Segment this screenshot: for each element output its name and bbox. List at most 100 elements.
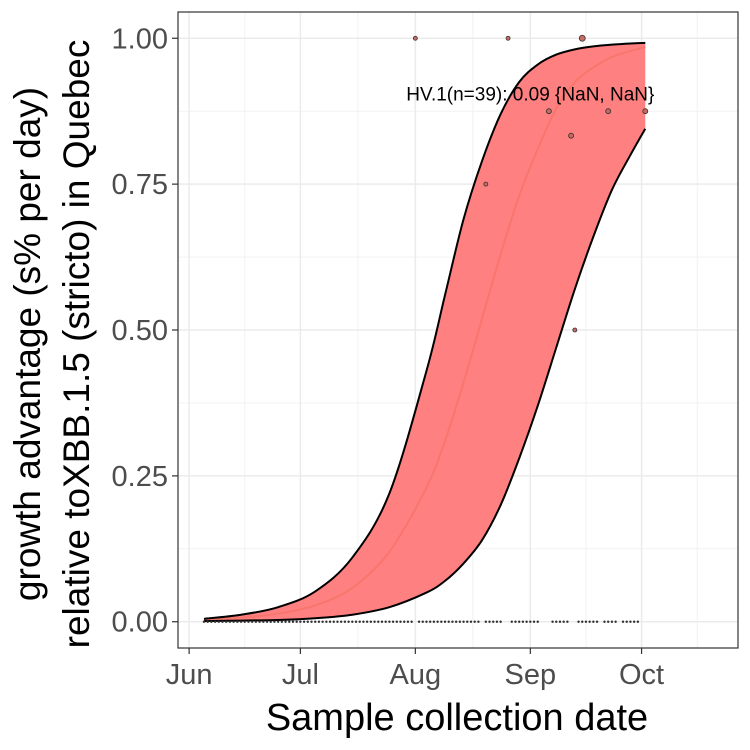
fit-annotation: HV.1(n=39): 0.09 {NaN, NaN} [406,85,654,106]
upper-bound-line [203,41,646,620]
zero-data-point [314,620,317,623]
zero-data-point [228,620,232,623]
zero-data-point [410,620,413,623]
zero-data-point [492,620,495,623]
y-tick-label: 0.00 [112,607,168,639]
zero-data-point [213,620,217,623]
zero-data-point [247,620,250,623]
x-tick-label: Oct [619,659,664,691]
zero-data-point [243,620,246,623]
y-axis-ticks: 0.00 0.25 0.50 0.75 1.00 [112,23,178,639]
y-axis-title-line-2: relative toXBB.1.5 (stricto) in Quebec [56,40,97,649]
zero-data-point [477,620,480,623]
x-tick-label: Jun [166,659,213,691]
zero-data-point [625,620,628,623]
zero-data-point [428,620,432,623]
zero-data-point [362,620,365,623]
zero-data-point [306,620,310,623]
zero-data-point [291,620,295,623]
zero-data-point [310,620,313,623]
zero-data-point [558,620,562,623]
zero-data-point [299,620,302,623]
zero-data-point [555,620,558,623]
zero-data-point [495,620,499,623]
zero-data-point [425,620,428,623]
zero-data-point [458,620,462,623]
zero-data-point [265,620,269,623]
zero-data-point [280,620,284,623]
zero-data-point [529,620,532,623]
x-tick-label: Jul [282,659,319,691]
zero-data-point [447,620,450,623]
zero-data-point [462,620,465,623]
zero-data-point [610,620,614,623]
data-point [605,108,612,115]
zero-data-point [606,620,610,623]
zero-data-point [406,620,410,623]
zero-data-point [302,620,306,623]
zero-data-point [288,620,291,623]
zero-data-point [632,620,636,623]
zero-data-point [325,620,328,623]
zero-data-point [510,620,513,623]
data-point [642,108,649,115]
zero-data-point [521,620,525,623]
zero-data-point [451,620,454,623]
zero-data-point [469,620,473,623]
zero-data-point [551,620,554,623]
data-point [412,35,418,41]
zero-data-point [369,620,373,623]
y-axis-title-line-1: growth advantage (s% per day) [7,87,48,601]
zero-data-point [636,620,640,623]
x-axis-title: Sample collection date [266,697,648,739]
zero-data-point [484,620,488,623]
data-point [572,327,578,333]
zero-data-point [347,620,350,623]
zero-data-point [221,620,224,623]
zero-data-point [262,620,265,623]
zero-data-point [351,620,354,623]
x-axis-ticks: Jun Jul Aug Sep Oct [166,648,664,691]
zero-data-point [566,620,569,623]
zero-data-point [210,620,213,623]
zero-data-point [621,620,625,623]
zero-data-point [466,620,469,623]
zero-data-point [358,620,361,623]
zero-data-point [339,620,343,623]
data-point [505,35,511,41]
zero-data-point [443,620,447,623]
y-axis-title: growth advantage (s% per day) relative t… [7,40,97,649]
zero-data-point [276,620,280,623]
zero-data-point [250,620,254,623]
zero-data-point [269,620,272,623]
zero-data-point [395,620,399,623]
zero-data-point [328,620,332,623]
annotation-layer: HV.1(n=39): 0.09 {NaN, NaN} [406,85,654,106]
zero-data-point [391,620,395,623]
y-tick-label: 1.00 [112,23,168,55]
zero-data-point [536,620,539,623]
zero-data-point [562,620,565,623]
zero-data-point [373,620,376,623]
y-tick-label: 0.50 [112,315,168,347]
zero-data-point [273,620,276,623]
zero-data-point [581,620,584,623]
zero-data-point [514,620,517,623]
zero-data-point [588,620,591,623]
zero-data-point [436,620,439,623]
fit-line [203,46,646,621]
x-tick-label: Sep [505,659,557,691]
zero-data-point [239,620,243,623]
zero-data-point [321,620,324,623]
data-point [578,34,586,42]
y-tick-label: 0.75 [112,169,168,201]
zero-data-point [295,620,298,623]
zero-data-point [614,620,617,623]
zero-data-point [603,620,606,623]
lower-bound-line [203,128,647,623]
zero-data-point [440,620,443,623]
zero-data-point [365,620,369,623]
zero-data-point [217,620,220,623]
data-point [545,108,552,115]
